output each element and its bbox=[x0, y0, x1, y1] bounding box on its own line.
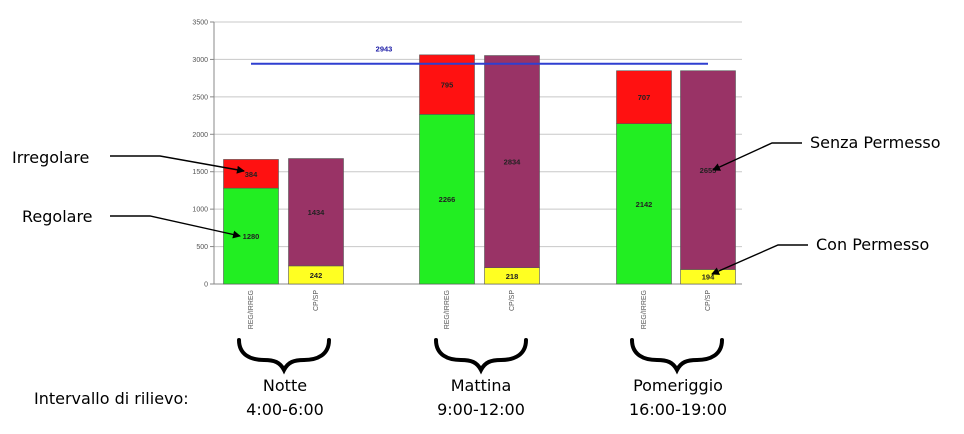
data-label: 242 bbox=[310, 271, 323, 280]
bar-segment-senza-permesso bbox=[484, 55, 540, 268]
y-tick-label: 2000 bbox=[192, 132, 208, 139]
category-label: CP/SP bbox=[705, 290, 712, 311]
data-label: 218 bbox=[506, 272, 519, 281]
y-tick-label: 2500 bbox=[192, 94, 208, 101]
y-tick-label: 3000 bbox=[192, 57, 208, 64]
arrow-senza-permesso bbox=[712, 142, 802, 171]
data-label: 707 bbox=[638, 93, 651, 102]
interval-label: Intervallo di rilievo: bbox=[34, 389, 189, 408]
annotation-irregolare: Irregolare bbox=[12, 148, 89, 167]
brace-notte bbox=[237, 338, 331, 375]
arrow-regolare bbox=[110, 215, 241, 239]
data-label: 795 bbox=[441, 81, 454, 90]
data-label: 384 bbox=[245, 170, 258, 179]
category-label: CP/SP bbox=[509, 290, 516, 311]
annotation-senza-permesso: Senza Permesso bbox=[810, 133, 941, 152]
category-label: REG/IRREG bbox=[248, 290, 255, 329]
reference-line-label: 2943 bbox=[376, 45, 393, 54]
brace-mattina bbox=[434, 338, 528, 375]
data-label: 2266 bbox=[439, 195, 456, 204]
bar-segment-irregolare bbox=[223, 159, 279, 189]
arrow-con-permesso bbox=[711, 244, 808, 275]
data-label: 2834 bbox=[504, 158, 522, 167]
data-label: 2655 bbox=[700, 166, 717, 175]
bar-segment-senza-permesso bbox=[288, 158, 344, 267]
group-time-notte: 4:00-6:00 bbox=[246, 400, 324, 419]
y-tick-label: 3500 bbox=[192, 20, 208, 27]
y-tick-label: 1500 bbox=[192, 169, 208, 176]
y-tick-label: 500 bbox=[196, 244, 208, 251]
brace-pomeriggio bbox=[630, 338, 724, 375]
bar-segment-irregolare bbox=[616, 70, 672, 124]
group-title-mattina: Mattina bbox=[451, 376, 512, 395]
y-tick-label: 1000 bbox=[192, 207, 208, 214]
category-label: REG/IRREG bbox=[444, 290, 451, 329]
data-label: 194 bbox=[702, 273, 715, 282]
annotation-con-permesso: Con Permesso bbox=[816, 235, 929, 254]
bar-segment-irregolare bbox=[419, 54, 475, 115]
group-title-notte: Notte bbox=[263, 376, 307, 395]
data-label: 1280 bbox=[243, 232, 260, 241]
bar-segment-regolare bbox=[616, 123, 672, 285]
data-label: 1434 bbox=[308, 208, 326, 217]
arrow-irregolare bbox=[110, 155, 245, 174]
data-label: 2142 bbox=[636, 200, 653, 209]
category-label: CP/SP bbox=[313, 290, 320, 311]
y-tick-label: 0 bbox=[204, 282, 208, 289]
group-time-mattina: 9:00-12:00 bbox=[437, 400, 525, 419]
bar-segment-regolare bbox=[419, 114, 475, 285]
bar-segment-senza-permesso bbox=[680, 70, 736, 270]
category-label: REG/IRREG bbox=[641, 290, 648, 329]
group-time-pomeriggio: 16:00-19:00 bbox=[629, 400, 727, 419]
group-title-pomeriggio: Pomeriggio bbox=[633, 376, 723, 395]
annotation-regolare: Regolare bbox=[22, 207, 93, 226]
